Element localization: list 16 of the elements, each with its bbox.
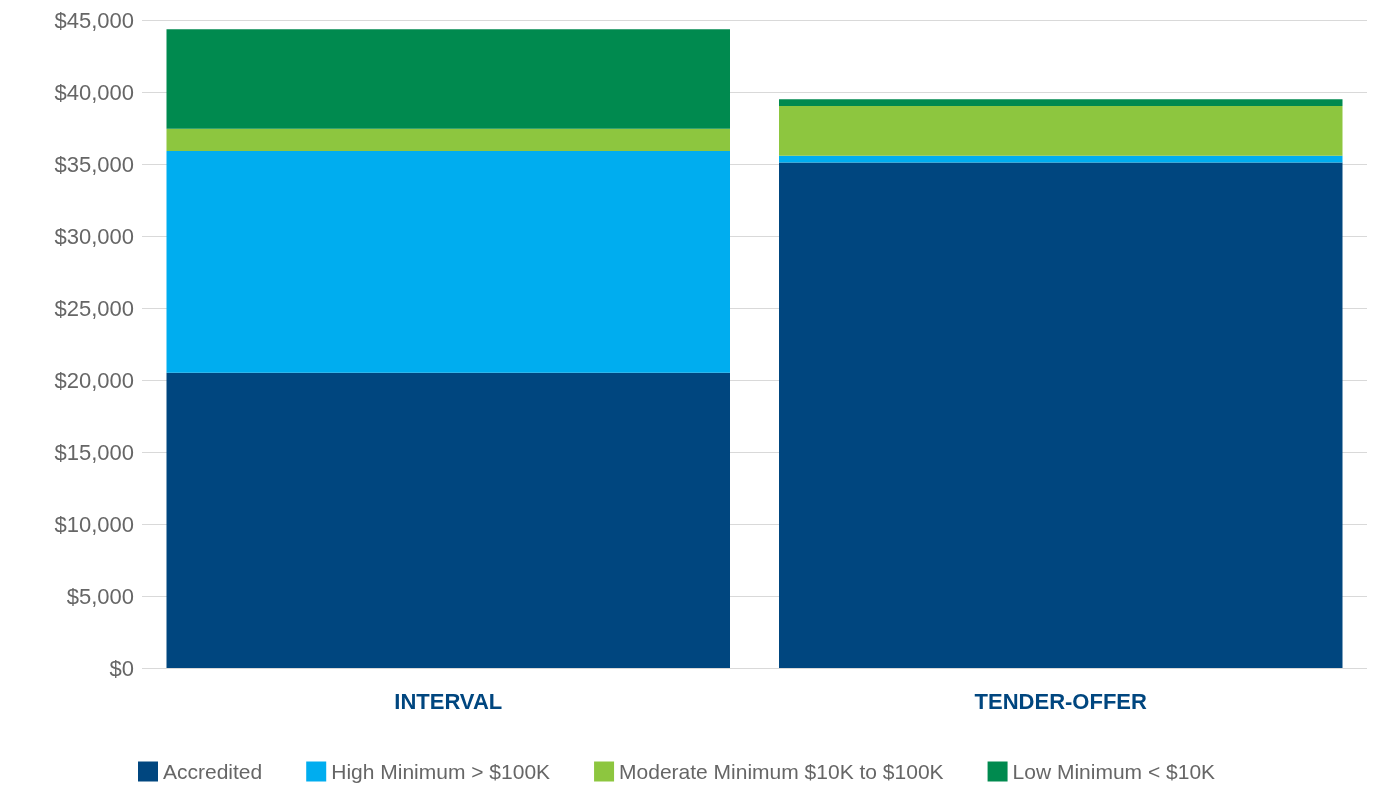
x-tick-label: INTERVAL: [394, 688, 503, 714]
y-tick-label: $25,000: [54, 295, 134, 321]
y-tick-label: $35,000: [54, 151, 134, 177]
y-tick-label: $30,000: [54, 223, 134, 249]
x-tick-label: TENDER-OFFER: [974, 688, 1148, 714]
y-tick-label: $5,000: [66, 583, 134, 609]
y-tick-label: $45,000: [54, 7, 134, 33]
legend-label: Moderate Minimum $10K to $100K: [619, 760, 944, 783]
legend-label: Accredited: [163, 760, 263, 783]
y-tick-label: $0: [109, 655, 134, 681]
y-tick-label: $20,000: [54, 367, 134, 393]
y-tick-label: $40,000: [54, 79, 134, 105]
y-tick-label: $15,000: [54, 439, 134, 465]
y-tick-label: $10,000: [54, 511, 134, 537]
legend-label: Low Minimum < $10K: [1012, 760, 1216, 783]
legend-label: High Minimum > $100K: [331, 760, 551, 783]
